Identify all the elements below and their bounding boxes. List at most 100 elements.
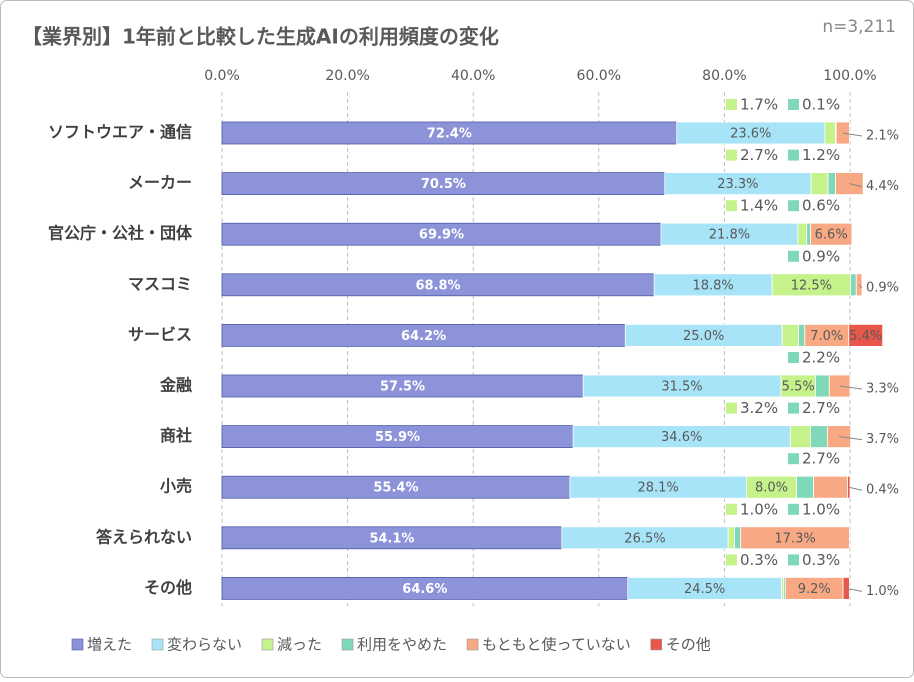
data-label: 5.4%: [849, 329, 882, 344]
legend-label: もともと使っていない: [482, 636, 631, 654]
data-label: 0.1%: [802, 96, 840, 114]
data-label: 7.0%: [810, 329, 843, 344]
bar-segment: [810, 172, 829, 196]
legend-label: 増えた: [87, 636, 132, 654]
y-tick-label: メーカー: [128, 173, 192, 192]
data-label: 24.5%: [684, 582, 725, 597]
label-marker: [726, 99, 737, 110]
data-label: 2.7%: [802, 399, 840, 417]
data-label: 57.5%: [380, 380, 425, 395]
label-marker: [726, 503, 737, 515]
data-label: 12.5%: [791, 278, 832, 293]
label-marker: [788, 352, 799, 363]
bar-segment: [734, 526, 742, 550]
data-label: 1.0%: [866, 584, 899, 599]
leader-line: [848, 486, 863, 491]
data-label: 23.3%: [717, 177, 758, 192]
bar-segment: [848, 323, 884, 347]
data-label: 3.7%: [866, 432, 899, 447]
data-label: 23.6%: [730, 127, 771, 142]
bar-segment: [827, 172, 836, 196]
data-label: 1.0%: [802, 500, 840, 518]
bar-segment: [798, 323, 806, 347]
label-marker: [788, 250, 799, 262]
chart-title: 【業界別】1年前と比較した生成AIの利用頻度の変化: [22, 25, 499, 49]
data-label: 4.4%: [866, 179, 899, 194]
data-label: 0.3%: [802, 551, 840, 569]
bar-segment: [824, 121, 836, 145]
legend-label: 利用をやめた: [357, 636, 447, 654]
y-tick-label: 官公庁・公社・団体: [48, 224, 193, 243]
label-marker: [726, 149, 737, 161]
data-label: 1.4%: [740, 197, 778, 215]
x-tick-label: 80.0%: [702, 68, 746, 84]
data-label: 3.2%: [740, 399, 778, 417]
data-label: 1.2%: [802, 146, 840, 164]
data-label: 21.8%: [709, 228, 750, 243]
data-label: 31.5%: [661, 380, 702, 395]
label-marker: [788, 453, 799, 465]
data-label: 64.6%: [402, 582, 447, 597]
data-label: 8.0%: [755, 481, 788, 496]
x-tick-label: 60.0%: [577, 68, 621, 84]
data-label: 68.8%: [415, 278, 460, 293]
bar-segment: [797, 222, 808, 246]
leader-line: [849, 183, 863, 188]
bar-segment: [813, 475, 848, 499]
label-marker: [788, 554, 799, 566]
data-label: 2.7%: [740, 146, 778, 164]
bar-segment: [806, 222, 811, 246]
data-label: 64.2%: [401, 329, 446, 344]
bar-segment: [781, 323, 799, 347]
label-marker: [788, 200, 799, 212]
leader-line: [846, 587, 863, 592]
leader-line: [842, 132, 863, 137]
label-marker: [726, 200, 737, 212]
legend-marker: [466, 638, 479, 651]
leader-line: [858, 284, 863, 289]
bar-segment: [796, 475, 814, 499]
data-label: 2.2%: [802, 349, 840, 367]
data-label: 3.3%: [866, 382, 899, 397]
legend-label: その他: [666, 636, 711, 654]
bar-segment: [810, 425, 828, 449]
data-label: 1.0%: [740, 500, 778, 518]
data-label: 0.6%: [802, 197, 840, 215]
label-marker: [788, 149, 799, 161]
x-tick-label: 20.0%: [325, 68, 369, 84]
bar-segment: [727, 526, 735, 550]
legend-marker: [650, 638, 663, 651]
label-marker: [788, 99, 799, 110]
x-tick-label: 40.0%: [451, 68, 495, 84]
data-label: 34.6%: [661, 430, 702, 445]
data-label: 5.5%: [782, 380, 815, 395]
data-label: 54.1%: [369, 531, 414, 546]
leader-line: [838, 436, 863, 441]
data-label: 0.4%: [866, 483, 899, 498]
legend-label: 減った: [277, 636, 322, 654]
data-label: 0.9%: [802, 247, 840, 265]
label-marker: [788, 503, 799, 515]
data-label: 55.9%: [375, 430, 420, 445]
y-tick-label: その他: [144, 578, 192, 597]
leader-line: [839, 385, 863, 390]
y-tick-label: 金融: [159, 376, 192, 395]
bar-segment: [789, 425, 811, 449]
data-label: 25.0%: [683, 329, 724, 344]
label-marker: [788, 402, 799, 414]
data-label: 17.3%: [774, 531, 815, 546]
legend-label: 変わらない: [167, 636, 242, 654]
data-label: 9.2%: [798, 582, 831, 597]
label-marker: [726, 402, 737, 414]
legend-marker: [261, 638, 274, 651]
y-tick-label: 商社: [160, 426, 192, 445]
legend-marker: [341, 638, 354, 651]
data-label: 69.9%: [419, 228, 464, 243]
data-label: 2.1%: [866, 129, 899, 144]
data-label: 2.7%: [802, 450, 840, 468]
data-label: 6.6%: [815, 228, 848, 243]
data-label: 72.4%: [427, 127, 472, 142]
legend-marker: [151, 638, 164, 651]
sample-size: n=3,211: [822, 17, 896, 37]
